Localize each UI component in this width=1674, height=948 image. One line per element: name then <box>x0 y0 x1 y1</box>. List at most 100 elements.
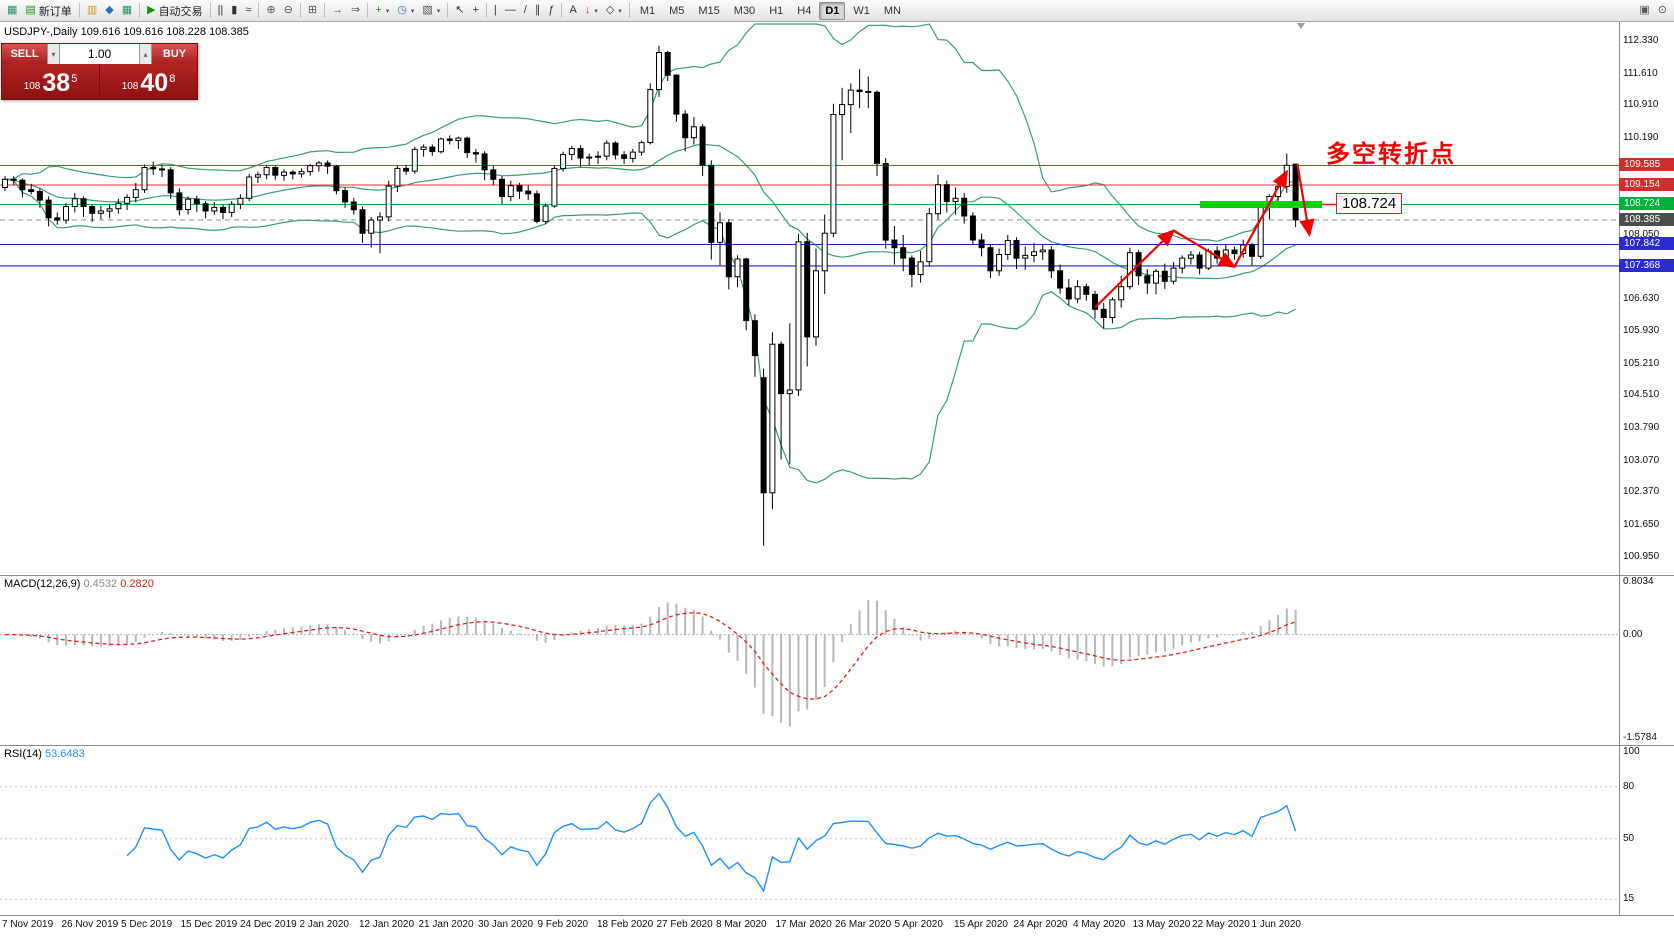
candlestick-chart-icon: ▮ <box>231 4 238 16</box>
time-axis-label: 15 Dec 2019 <box>180 919 238 930</box>
rsi-panel-region[interactable] <box>0 745 1619 915</box>
macd-panel-region[interactable] <box>0 575 1619 745</box>
timeframe-button-h4[interactable]: H4 <box>797 5 812 17</box>
macd-signal-value: 0.2820 <box>120 578 154 590</box>
time-axis-label: 2 Jan 2020 <box>299 919 350 930</box>
price-badge: 107.368 <box>1619 259 1674 272</box>
text-tool-icon: A <box>569 4 577 16</box>
search-icon: ⊙ <box>1657 4 1667 16</box>
time-axis-label: 13 May 2020 <box>1132 919 1191 930</box>
macd-name: MACD(12,26,9) <box>4 578 81 590</box>
vertical-line-button[interactable]: | <box>490 1 501 20</box>
buy-button[interactable]: BUY <box>152 44 197 64</box>
sell-button[interactable]: SELL <box>2 44 47 64</box>
bar-chart-button[interactable]: || <box>214 1 228 20</box>
timeframe-button-h1[interactable]: H1 <box>769 5 784 17</box>
timeframe-button-m30[interactable]: M30 <box>733 5 756 17</box>
time-axis-label: 21 Jan 2020 <box>418 919 474 930</box>
arrows-tool-button[interactable]: ↓ ▾ <box>581 1 602 20</box>
line-chart-button[interactable]: ≈ <box>241 1 255 20</box>
window-button[interactable]: ▣ <box>1635 1 1653 20</box>
rsi-label: RSI(14) 53.6483 <box>4 748 85 760</box>
zoom-in-button[interactable]: ⊕ <box>262 1 279 20</box>
timeframe-button-d1[interactable]: D1 <box>819 2 846 20</box>
main-chart-region[interactable] <box>0 22 1619 575</box>
price-scale-label: 108.050 <box>1623 229 1660 240</box>
chevron-down-icon: ▾ <box>385 7 390 15</box>
channel-button[interactable]: ∥ <box>531 1 545 20</box>
template-icon: ▧ <box>422 4 433 16</box>
ask-prefix: 108 <box>121 81 139 92</box>
new-order-icon: ▤ <box>25 4 36 16</box>
ask-price[interactable]: 108 40 8 <box>100 64 197 99</box>
chevron-down-icon: ▾ <box>436 7 441 15</box>
time-axis-label: 22 May 2020 <box>1192 919 1250 930</box>
navigator-button[interactable]: ◆ <box>101 1 117 20</box>
lot-decrease-button[interactable]: ▾ <box>47 44 60 64</box>
terminal-button[interactable]: ▦ <box>118 1 136 20</box>
time-axis-label: 1 Jun 2020 <box>1251 919 1302 930</box>
timeframe-button-m15[interactable]: M15 <box>698 5 720 17</box>
chart-annotation-text[interactable]: 多空转折点 <box>1326 141 1456 168</box>
timeframe-button-mn[interactable]: MN <box>883 5 901 17</box>
toolbar-separator <box>324 3 326 18</box>
time-axis-label: 18 Feb 2020 <box>597 919 654 930</box>
crosshair-button[interactable]: + <box>468 1 482 20</box>
time-axis-label: 9 Feb 2020 <box>537 919 589 930</box>
periods-button[interactable]: ◷ ▾ <box>393 1 418 20</box>
app-icon-button[interactable]: ▦ <box>3 1 21 20</box>
templates-button[interactable]: ▧ ▾ <box>418 1 444 20</box>
lot-increase-button[interactable]: ▴ <box>139 44 152 64</box>
zoom-out-button[interactable]: ⊖ <box>280 1 297 20</box>
time-axis-label: 27 Feb 2020 <box>656 919 713 930</box>
price-scale-label: 112.330 <box>1623 35 1659 46</box>
terminal-icon: ▦ <box>121 4 133 16</box>
tile-windows-button[interactable]: ⊞ <box>304 1 321 20</box>
trendline-button[interactable]: / <box>520 1 531 20</box>
autotrading-button[interactable]: ▶ 自动交易 <box>143 1 206 20</box>
timeframe-toolbar: M1 M5 M15 M30 H1 H4 D1 W1 MN <box>633 1 908 20</box>
candlestick-chart-button[interactable]: ▮ <box>227 1 241 20</box>
timeframe-button-m1[interactable]: M1 <box>639 5 656 17</box>
cursor-button[interactable]: ↖ <box>451 1 468 20</box>
time-axis-label: 24 Dec 2019 <box>240 919 297 930</box>
indicators-button[interactable]: + ▾ <box>371 1 393 20</box>
auto-scroll-icon: → <box>332 4 344 16</box>
price-level-label[interactable]: 108.724 <box>1336 193 1403 214</box>
price-badge: 109.154 <box>1619 178 1674 191</box>
price-badge: 107.842 <box>1619 237 1674 250</box>
toolbar-separator <box>485 3 487 18</box>
panel-separator[interactable] <box>0 575 1674 576</box>
price-scale-label: 111.610 <box>1623 68 1658 79</box>
timeframe-button-w1[interactable]: W1 <box>853 5 870 17</box>
chart-shift-icon: ⇒ <box>351 4 361 16</box>
time-axis-label: 5 Dec 2019 <box>121 919 173 930</box>
autotrading-icon: ▶ <box>147 4 156 16</box>
horizontal-line-icon: ― <box>504 4 516 16</box>
text-tool-button[interactable]: A <box>565 1 580 20</box>
auto-scroll-button[interactable]: → <box>328 1 347 20</box>
market-watch-button[interactable]: ▥ <box>83 1 101 20</box>
price-scale-label: 105.930 <box>1623 325 1660 336</box>
toolbar-separator <box>258 3 260 18</box>
shapes-tool-button[interactable]: ◇ ▾ <box>602 1 626 20</box>
bar-chart-icon: || <box>217 4 224 16</box>
price-scale-label: 104.510 <box>1623 389 1660 400</box>
time-axis-label: 5 Apr 2020 <box>894 919 943 930</box>
toolbar-separator <box>299 3 301 18</box>
timeframe-button-m5[interactable]: M5 <box>669 5 685 17</box>
macd-label: MACD(12,26,9) 0.4532 0.2820 <box>4 578 154 590</box>
time-axis-label: 15 Apr 2020 <box>954 919 1008 930</box>
horizontal-line-button[interactable]: ― <box>501 1 520 20</box>
price-badge: 108.724 <box>1619 197 1674 210</box>
time-axis-label: 4 May 2020 <box>1073 919 1126 930</box>
panel-separator[interactable] <box>0 745 1674 746</box>
new-order-button[interactable]: ▤ 新订单 <box>21 1 75 20</box>
fibonacci-button[interactable]: ƒ <box>544 1 558 20</box>
lot-size-input[interactable]: 1.00 <box>60 44 139 64</box>
line-chart-icon: ≈ <box>245 4 252 16</box>
bid-big-digits: 38 <box>42 69 71 97</box>
chart-shift-button[interactable]: ⇒ <box>347 1 364 20</box>
search-button[interactable]: ⊙ <box>1654 1 1671 20</box>
bid-price[interactable]: 108 38 5 <box>2 64 99 99</box>
